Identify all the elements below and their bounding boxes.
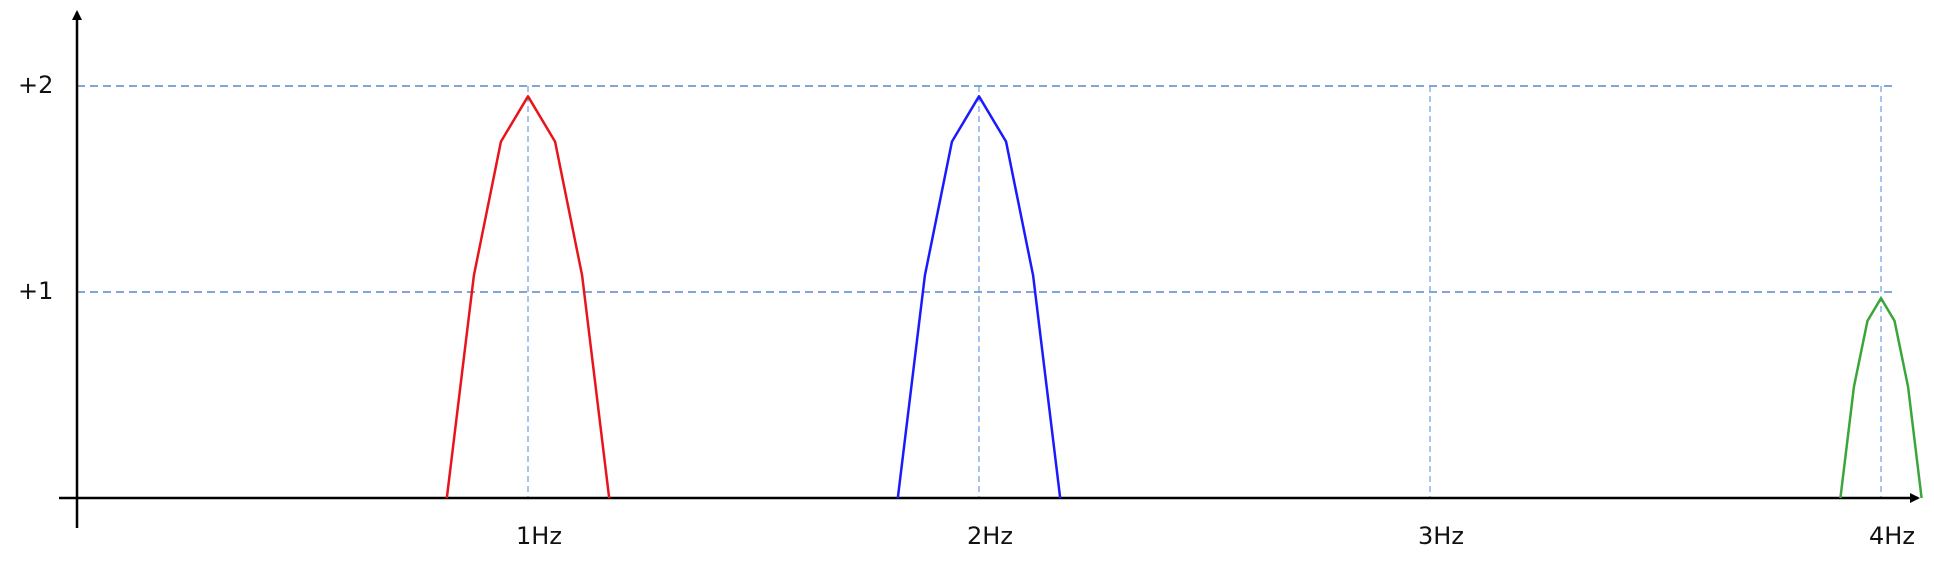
spectrum-peak	[445, 95, 611, 499]
spectrum-peak	[896, 95, 1062, 499]
x-tick-label: 2Hz	[967, 522, 1013, 550]
spectrum-peak	[1839, 296, 1923, 499]
y-tick-label: +1	[18, 277, 53, 305]
grid	[77, 85, 1893, 498]
x-tick-label: 4Hz	[1869, 522, 1915, 550]
plot-area	[445, 95, 1923, 499]
y-tick-label: +2	[18, 71, 53, 99]
x-tick-label: 1Hz	[516, 522, 562, 550]
x-tick-label: 3Hz	[1418, 522, 1464, 550]
